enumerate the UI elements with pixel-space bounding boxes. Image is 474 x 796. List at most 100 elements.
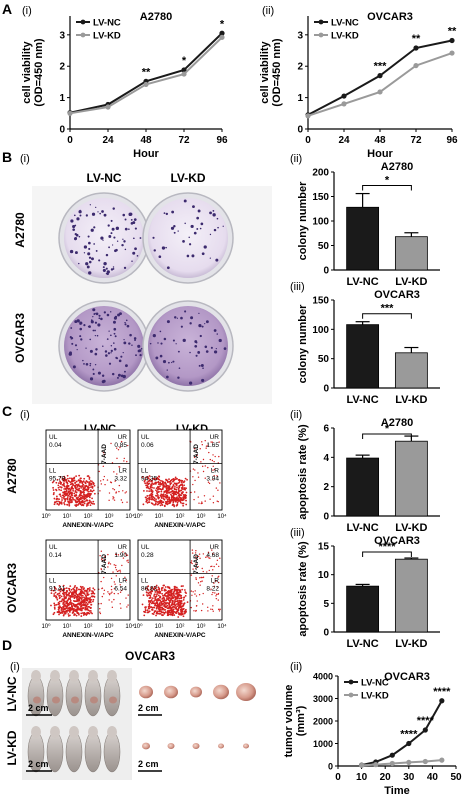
- data-point-lv-kd: [389, 760, 395, 767]
- event-dot: [168, 601, 171, 604]
- x-tick-label: LV-NC: [347, 638, 379, 650]
- event-dot: [176, 482, 178, 485]
- flow-tick-label: 10⁰: [133, 513, 143, 520]
- event-dot: [157, 481, 160, 484]
- colony-dot: [107, 224, 110, 227]
- event-dot: [58, 594, 60, 597]
- event-dot: [146, 497, 149, 500]
- event-dot: [71, 606, 74, 608]
- event-dot: [146, 476, 149, 478]
- event-dot: [212, 552, 214, 555]
- event-dot: [202, 553, 205, 555]
- event-dot: [80, 477, 82, 480]
- event-dot: [64, 612, 66, 614]
- colony-dot: [114, 335, 117, 338]
- event-dot: [64, 591, 67, 594]
- event-dot: [107, 591, 109, 593]
- event-dot: [211, 608, 214, 611]
- event-dot: [77, 608, 79, 611]
- y-tick-label: 100: [312, 217, 329, 228]
- event-dot: [165, 591, 168, 594]
- colony-dot: [123, 338, 125, 341]
- event-dot: [151, 597, 154, 600]
- event-dot: [150, 586, 153, 589]
- colony-dot: [132, 221, 136, 225]
- event-dot: [80, 609, 83, 612]
- event-dot: [195, 605, 198, 607]
- event-dot: [55, 481, 58, 484]
- event-dot: [150, 592, 153, 595]
- event-dot: [148, 501, 151, 504]
- colony-dot: [171, 210, 175, 214]
- event-dot: [54, 591, 57, 594]
- event-dot: [155, 487, 158, 490]
- colony-dot: [85, 214, 88, 217]
- colony-dot: [98, 317, 101, 320]
- event-dot: [146, 609, 149, 612]
- event-dot: [191, 594, 193, 596]
- colony-dot: [173, 224, 176, 228]
- event-dot: [154, 604, 157, 607]
- event-dot: [126, 554, 129, 556]
- event-dot: [212, 610, 214, 612]
- event-dot: [167, 595, 170, 598]
- event-dot: [143, 610, 145, 613]
- data-point-lv-kd: [439, 757, 445, 763]
- mouse-head: [107, 670, 117, 682]
- event-dot: [157, 485, 159, 488]
- event-dot: [53, 604, 56, 607]
- colony-dot: [188, 236, 190, 239]
- colony-dot: [95, 312, 99, 316]
- event-dot: [69, 497, 72, 499]
- event-dot: [164, 588, 166, 591]
- event-dot: [73, 495, 76, 497]
- colony-dot: [190, 224, 194, 229]
- event-dot: [171, 499, 174, 502]
- event-dot: [72, 489, 74, 492]
- event-dot: [185, 610, 188, 613]
- event-dot: [90, 482, 93, 485]
- event-dot: [173, 586, 176, 588]
- event-dot: [214, 592, 216, 594]
- event-dot: [75, 497, 78, 499]
- event-dot: [161, 614, 164, 617]
- event-dot: [211, 565, 213, 567]
- event-dot: [79, 496, 82, 499]
- event-dot: [53, 595, 56, 597]
- event-dot: [115, 569, 118, 571]
- x-tick-label: 30: [403, 772, 415, 783]
- event-dot: [201, 580, 203, 582]
- event-dot: [180, 600, 183, 602]
- event-dot: [65, 597, 67, 600]
- colony-dot: [92, 372, 95, 376]
- event-dot: [204, 465, 206, 467]
- event-dot: [183, 484, 186, 487]
- x-tick-label: 40: [427, 772, 439, 783]
- event-dot: [173, 603, 176, 606]
- colony-dot: [209, 211, 212, 215]
- event-dot: [81, 585, 84, 588]
- event-dot: [174, 491, 177, 494]
- event-dot: [59, 482, 62, 485]
- quadrant-name: LL: [141, 578, 149, 585]
- event-dot: [201, 502, 203, 504]
- event-dot: [172, 501, 175, 504]
- colony-dot: [100, 236, 104, 240]
- event-dot: [153, 497, 156, 500]
- colony-dot: [122, 374, 126, 379]
- event-dot: [178, 605, 181, 608]
- event-dot: [179, 500, 182, 503]
- event-dot: [190, 561, 192, 564]
- y-tick-label: 50: [318, 354, 330, 365]
- event-dot: [175, 586, 178, 589]
- event-dot: [200, 609, 203, 612]
- event-dot: [111, 606, 114, 609]
- event-dot: [184, 595, 187, 597]
- colony-dot: [112, 207, 115, 210]
- event-dot: [73, 479, 76, 482]
- event-dot: [164, 608, 167, 611]
- colony-dot: [90, 319, 93, 321]
- event-dot: [124, 576, 126, 578]
- event-dot: [65, 606, 68, 608]
